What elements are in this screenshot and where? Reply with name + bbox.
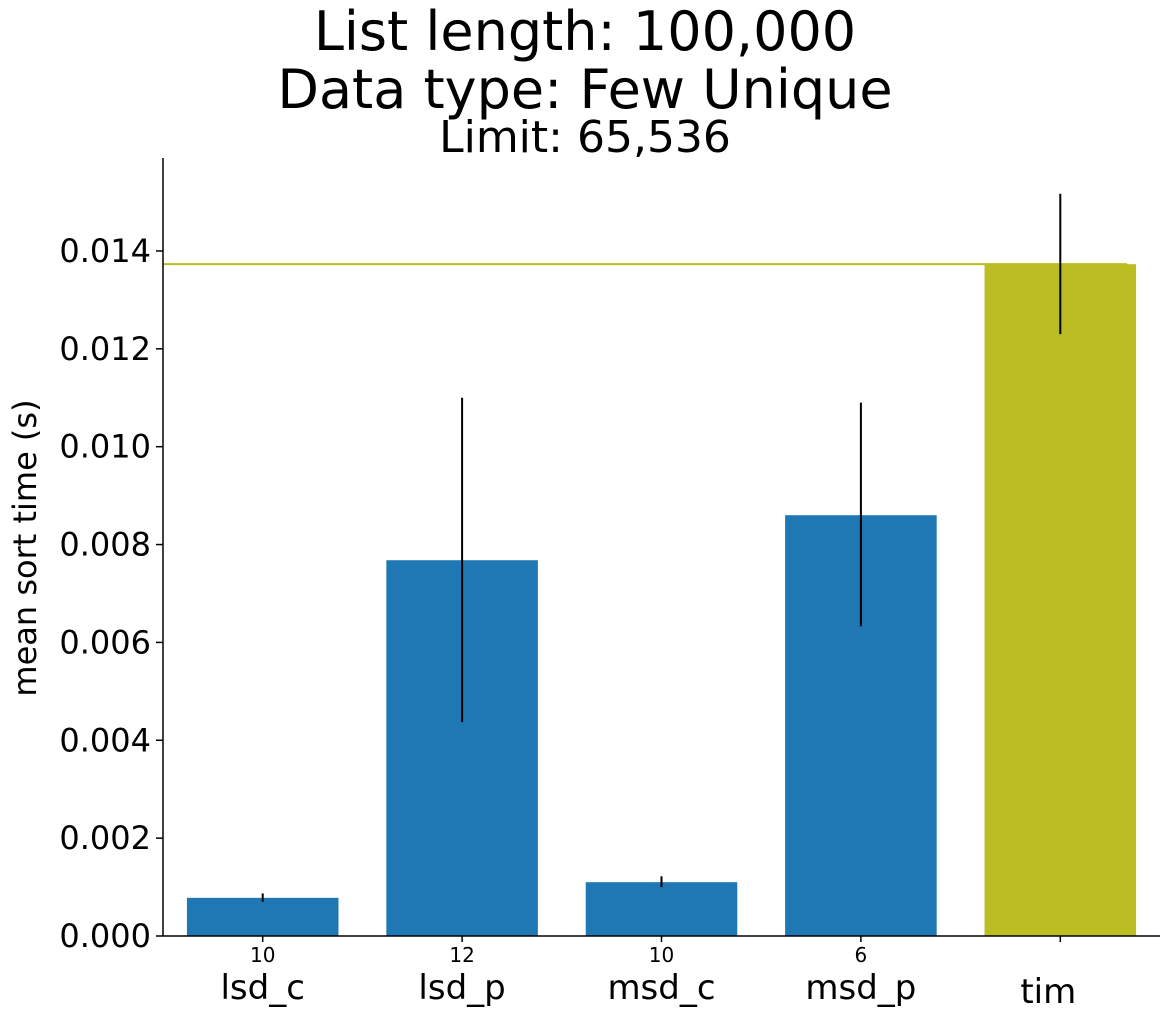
y-tick-label: 0.004 <box>59 721 151 759</box>
y-tick-label: 0.006 <box>59 623 151 661</box>
bar-lsd_c <box>186 897 339 936</box>
y-tick-label: 0.000 <box>59 917 151 955</box>
chart-titles: List length: 100,000 Data type: Few Uniq… <box>277 0 892 163</box>
bar-annotation: 6 <box>855 943 868 967</box>
bar-annotation: 12 <box>449 943 474 967</box>
y-tick-label: 0.002 <box>59 819 151 857</box>
plot-area: 0.000 0.002 0.004 0.006 0.008 0.010 0.012 0.014… <box>59 158 1160 1012</box>
y-tick-label: 0.010 <box>59 428 151 466</box>
bar-annotation: 10 <box>250 943 275 967</box>
y-tick-label: 0.012 <box>59 330 151 368</box>
x-tick-label: lsd_p <box>418 968 505 1008</box>
y-tick-label: 0.014 <box>59 232 151 270</box>
bar-tim <box>984 264 1137 936</box>
bar-msd_c <box>585 882 738 936</box>
x-tick-label: tim <box>1020 972 1076 1012</box>
x-tick-label: msd_c <box>607 968 715 1008</box>
bar-annotation: 10 <box>649 943 674 967</box>
y-axis-label: mean sort time (s) <box>6 399 44 696</box>
chart-title-line-2: Data type: Few Unique <box>277 58 892 121</box>
chart-subtitle: Limit: 65,536 <box>439 112 731 163</box>
chart-title-line-1: List length: 100,000 <box>314 0 856 63</box>
y-tick-label: 0.008 <box>59 526 151 564</box>
x-tick-label: msd_p <box>805 968 916 1008</box>
x-tick-label: lsd_c <box>220 968 304 1008</box>
